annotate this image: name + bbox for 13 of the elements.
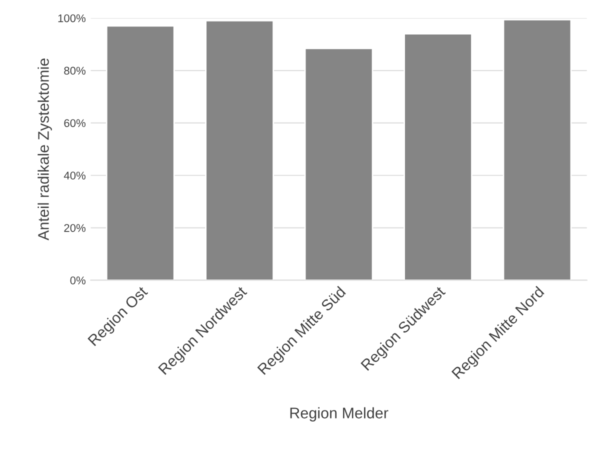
y-tick-label: 0% [70, 276, 86, 284]
y-axis-title: Anteil radikale Zystektomie [38, 58, 52, 240]
x-axis-title: Region Melder [290, 407, 388, 422]
y-tick-label: 60% [64, 119, 86, 128]
bar [304, 48, 374, 280]
y-tick-label: 80% [64, 66, 86, 75]
y-tick-label: 100% [58, 14, 86, 22]
bar [106, 25, 175, 280]
bar [502, 18, 572, 280]
y-tick-label: 20% [64, 224, 86, 232]
bar [404, 33, 472, 280]
bar [205, 20, 274, 280]
y-tick-label: 40% [64, 172, 86, 180]
